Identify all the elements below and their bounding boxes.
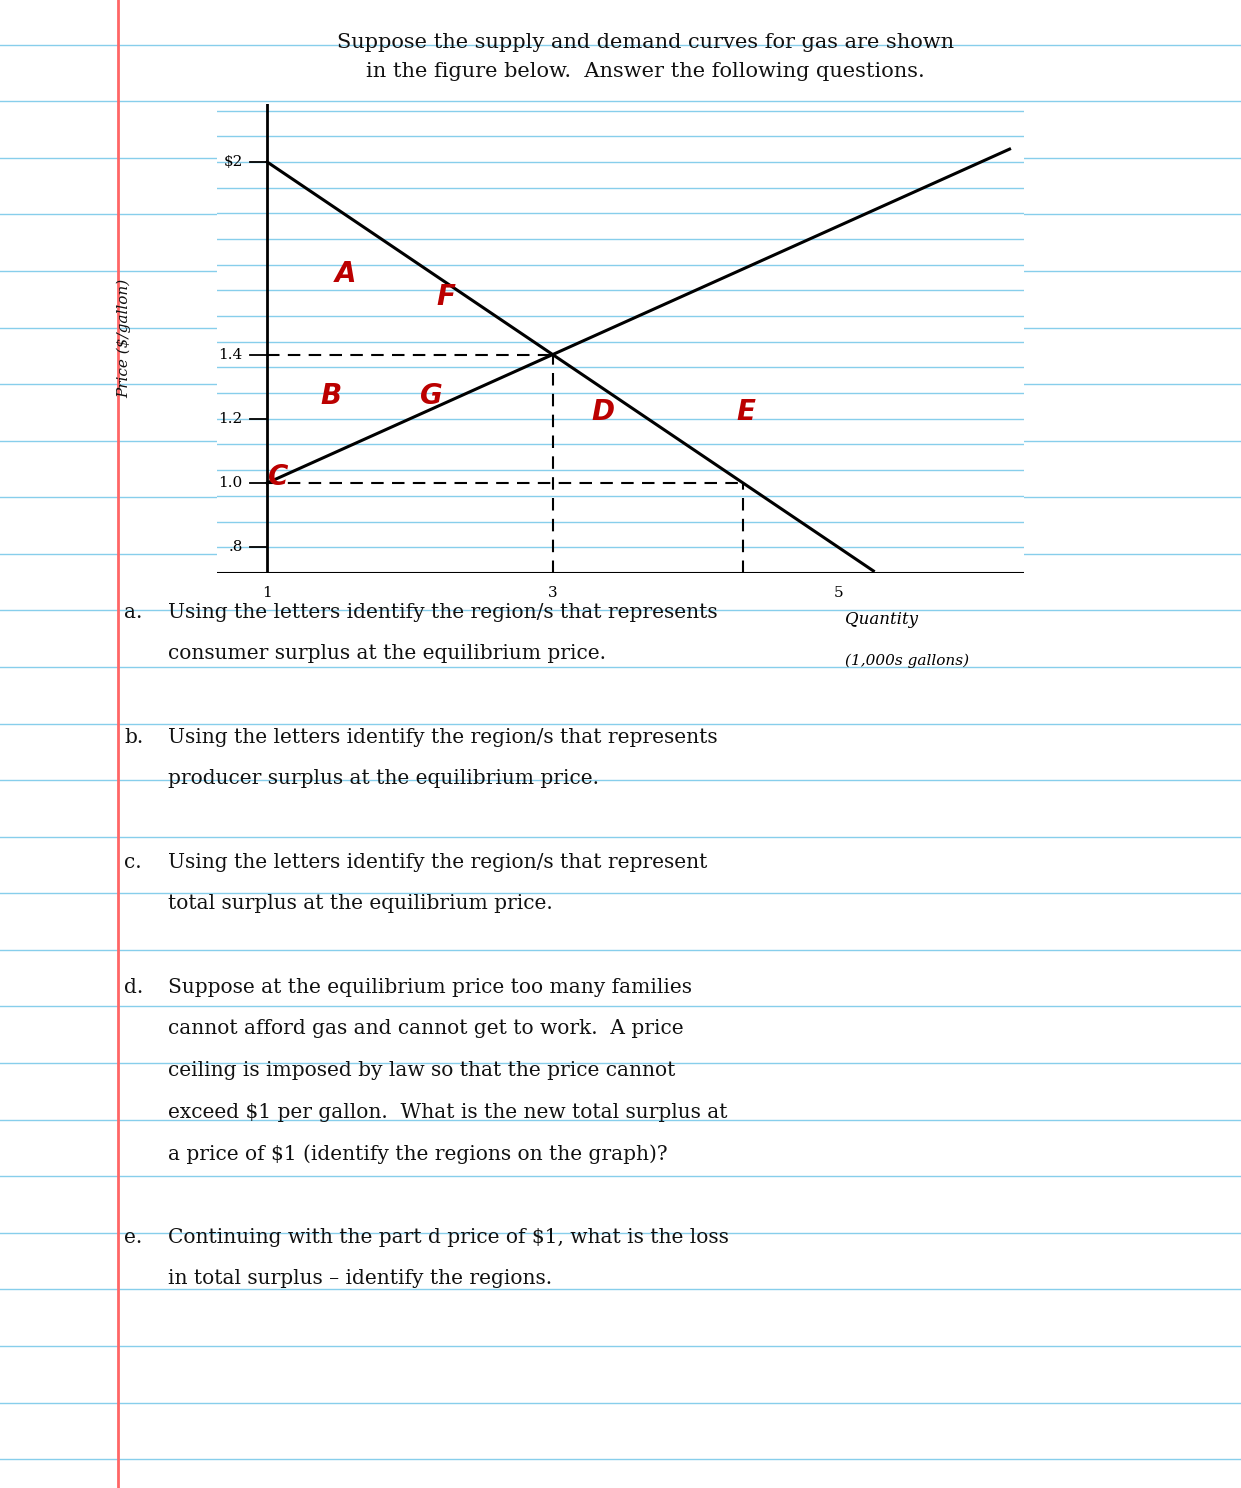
Text: ceiling is imposed by law so that the price cannot: ceiling is imposed by law so that the pr… [168,1061,675,1080]
Text: a.: a. [124,603,143,622]
Text: (1,000s gallons): (1,000s gallons) [845,653,969,668]
Text: Suppose the supply and demand curves for gas are shown: Suppose the supply and demand curves for… [336,33,954,52]
Text: 1: 1 [262,586,272,600]
Text: total surplus at the equilibrium price.: total surplus at the equilibrium price. [168,894,552,914]
Text: Using the letters identify the region/s that represents: Using the letters identify the region/s … [168,728,717,747]
Text: b.: b. [124,728,144,747]
Text: E: E [736,399,755,427]
Text: in the figure below.  Answer the following questions.: in the figure below. Answer the followin… [366,62,925,82]
Text: Suppose at the equilibrium price too many families: Suppose at the equilibrium price too man… [168,978,691,997]
Text: cannot afford gas and cannot get to work.  A price: cannot afford gas and cannot get to work… [168,1019,683,1039]
Text: 1.2: 1.2 [218,412,243,426]
Text: .8: .8 [228,540,243,554]
Text: B: B [321,382,343,411]
Text: Quantity: Quantity [845,612,918,628]
Text: 5: 5 [834,586,843,600]
Text: c.: c. [124,853,141,872]
Text: 1.4: 1.4 [218,348,243,362]
Text: 1.0: 1.0 [218,476,243,490]
Text: consumer surplus at the equilibrium price.: consumer surplus at the equilibrium pric… [168,644,606,664]
Text: A: A [335,260,356,289]
Text: G: G [419,382,443,411]
Text: producer surplus at the equilibrium price.: producer surplus at the equilibrium pric… [168,769,598,789]
Text: a price of $1 (identify the regions on the graph)?: a price of $1 (identify the regions on t… [168,1144,668,1164]
Text: Using the letters identify the region/s that represent: Using the letters identify the region/s … [168,853,707,872]
Text: $2: $2 [223,155,243,170]
Text: 3: 3 [547,586,557,600]
Text: C: C [268,463,289,491]
Text: exceed $1 per gallon.  What is the new total surplus at: exceed $1 per gallon. What is the new to… [168,1103,727,1122]
Text: e.: e. [124,1228,143,1247]
Text: F: F [436,283,455,311]
Text: D: D [591,399,614,427]
Text: Price ($/gallon): Price ($/gallon) [117,278,132,399]
Text: Using the letters identify the region/s that represents: Using the letters identify the region/s … [168,603,717,622]
Text: in total surplus – identify the regions.: in total surplus – identify the regions. [168,1269,552,1289]
Text: d.: d. [124,978,144,997]
Text: Continuing with the part d price of $1, what is the loss: Continuing with the part d price of $1, … [168,1228,728,1247]
